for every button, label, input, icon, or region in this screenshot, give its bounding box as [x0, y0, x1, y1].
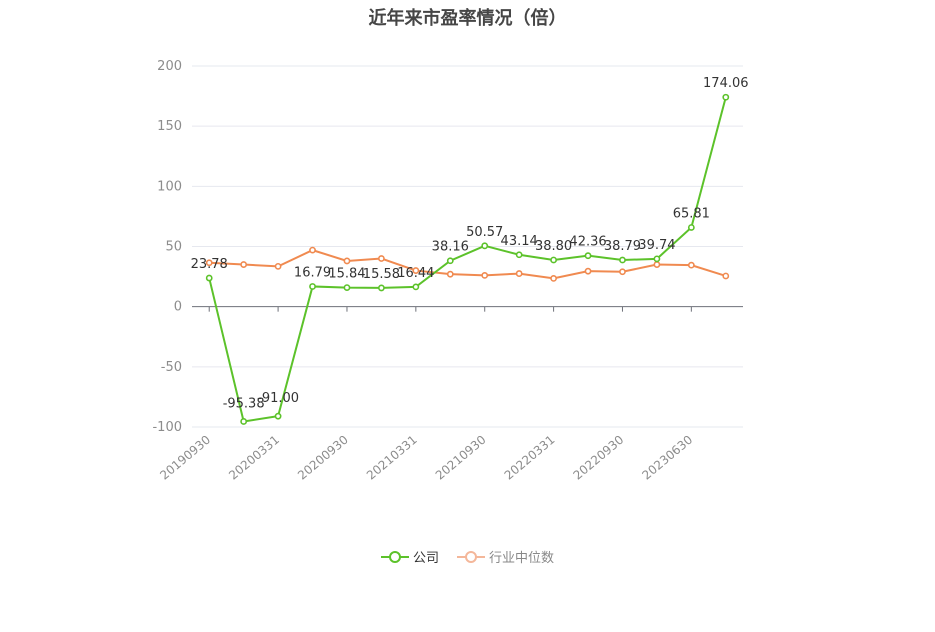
company-point — [619, 256, 626, 264]
company-data-label: 16.79 — [294, 265, 331, 280]
company-point — [584, 252, 592, 260]
company-point — [687, 224, 695, 231]
company-point — [550, 256, 557, 264]
axes: -100 -50 0 50 100 150 200 20190930 20200331 20200… — [152, 59, 743, 483]
company-point — [343, 284, 351, 292]
company-data-label: 43.14 — [501, 234, 538, 249]
company-data-label: -91.00 — [257, 391, 299, 406]
x-tick-label: 20210331 — [364, 433, 420, 483]
company-data-label: 174.06 — [703, 76, 749, 91]
industry-median-point — [309, 246, 316, 254]
company-data-label: 39.74 — [638, 238, 675, 253]
industry-median-point — [653, 261, 661, 268]
y-tick-label: 100 — [157, 179, 182, 194]
x-tick-label: 20200331 — [226, 433, 282, 483]
chart-title: 近年来市盈率情况（倍） — [368, 8, 567, 29]
industry-median-point — [481, 271, 489, 279]
company-point — [515, 251, 523, 259]
company-data-label: 38.80 — [535, 239, 572, 254]
legend: 公司 行业中位数 — [0, 547, 935, 566]
x-tick-label: 20220930 — [571, 433, 627, 483]
x-tick-label: 20210930 — [433, 433, 489, 483]
company-point — [309, 283, 316, 290]
y-tick-label: 0 — [174, 300, 182, 315]
industry-median-point — [446, 270, 454, 278]
industry-median-point — [343, 257, 351, 265]
company-data-label: 15.84 — [328, 267, 365, 282]
x-tick-label: 20190930 — [157, 433, 213, 483]
company-data-label: 38.79 — [604, 239, 641, 254]
x-tick-label: 20220331 — [502, 433, 558, 483]
company-point — [481, 242, 489, 250]
company-point — [412, 283, 420, 291]
x-tick-label: 20230630 — [639, 433, 695, 483]
company-point — [240, 418, 248, 425]
legend-company-label: 公司 — [412, 551, 439, 566]
company-line — [208, 96, 727, 423]
industry-median-point — [205, 259, 213, 267]
y-tick-label: 200 — [157, 59, 182, 74]
company-data-label: 16.44 — [397, 266, 434, 281]
industry-median-point — [515, 270, 523, 277]
grid-lines — [192, 65, 743, 428]
legend-industry-icon — [457, 550, 485, 563]
company-point — [205, 274, 213, 282]
industry-median-point — [619, 268, 626, 276]
industry-median-point — [550, 274, 557, 282]
legend-industry-label: 行业中位数 — [489, 551, 555, 566]
company-data-label: 42.36 — [569, 235, 606, 250]
company-data-label: 23.78 — [191, 257, 228, 272]
industry-median-point — [584, 267, 592, 275]
company-data-label: -95.38 — [223, 396, 265, 411]
company-data-label: 50.57 — [466, 225, 503, 240]
industry-median-point — [687, 261, 695, 269]
x-tick-label: 20200930 — [295, 433, 351, 483]
industry-median-point — [274, 262, 282, 270]
y-tick-label: 50 — [165, 240, 182, 255]
industry-median-point — [722, 272, 730, 280]
company-point — [446, 257, 454, 265]
company-point — [722, 93, 730, 101]
legend-item-company[interactable]: 公司 — [380, 547, 439, 566]
company-data-label: 38.16 — [432, 240, 469, 255]
industry-median-line — [209, 249, 727, 280]
y-tick-label: 150 — [157, 119, 182, 134]
industry-median-point — [240, 261, 248, 268]
legend-item-industry-median[interactable]: 行业中位数 — [457, 547, 554, 566]
y-tick-label: -50 — [161, 360, 182, 375]
company-point — [274, 412, 282, 420]
company-point — [653, 255, 661, 263]
company-point — [378, 284, 385, 292]
series-lines — [205, 93, 730, 425]
legend-company-icon — [380, 550, 409, 563]
y-tick-label: -100 — [152, 420, 182, 435]
industry-median-point — [412, 267, 420, 274]
company-data-label: 15.58 — [363, 267, 400, 282]
company-data-label: 65.81 — [673, 206, 710, 221]
industry-median-point — [378, 255, 385, 262]
